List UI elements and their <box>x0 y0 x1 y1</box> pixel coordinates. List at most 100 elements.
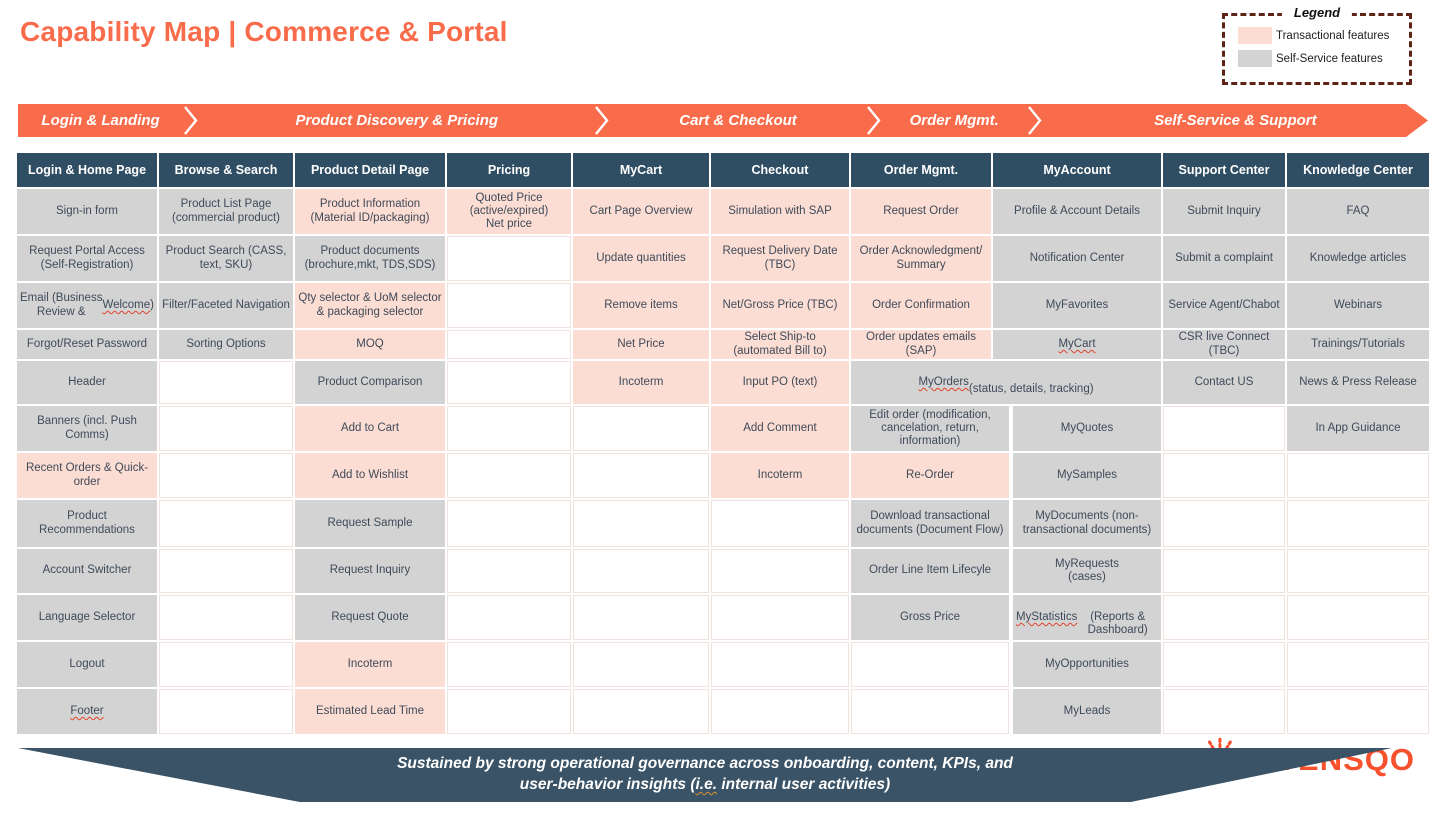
empty-cell <box>447 406 571 451</box>
chevron-separator-icon <box>594 104 610 137</box>
legend: Legend Transactional features Self-Servic… <box>1222 5 1412 85</box>
phase-order-mgmt: Order Mgmt. <box>909 112 999 129</box>
column-header-browse-search: Browse & Search <box>159 153 293 187</box>
empty-cell <box>1163 406 1285 451</box>
chevron-separator-icon <box>1027 104 1043 137</box>
column-header-knowledge-center: Knowledge Center <box>1287 153 1429 187</box>
legend-item-self-service-features: Self-Service features <box>1238 50 1409 67</box>
capability-cell: Request Inquiry <box>295 549 445 593</box>
footer-banner-text: Sustained by strong operational governan… <box>397 755 1013 793</box>
capability-cell: Footer <box>17 689 157 734</box>
capability-cell: Logout <box>17 642 157 687</box>
empty-cell <box>1287 549 1429 593</box>
capability-cell: Qty selector & UoM selector & packaging … <box>295 283 445 328</box>
empty-cell <box>447 361 571 404</box>
capability-cell: Contact US <box>1163 361 1285 404</box>
empty-cell <box>573 500 709 547</box>
empty-cell <box>573 453 709 498</box>
empty-cell <box>573 406 709 451</box>
empty-cell <box>573 642 709 687</box>
capability-cell: FAQ <box>1287 189 1429 234</box>
empty-cell <box>447 283 571 328</box>
empty-cell <box>447 453 571 498</box>
empty-cell <box>447 236 571 281</box>
capability-cell: CSR live Connect (TBC) <box>1163 330 1285 359</box>
capability-cell: Request Sample <box>295 500 445 547</box>
capability-cell: Input PO (text) <box>711 361 849 404</box>
capability-cell: Update quantities <box>573 236 709 281</box>
legend-swatch <box>1238 50 1272 67</box>
empty-cell <box>711 549 849 593</box>
capability-cell: Add to Cart <box>295 406 445 451</box>
capability-cell: Simulation with SAP <box>711 189 849 234</box>
empty-cell <box>447 642 571 687</box>
capability-cell: Net/Gross Price (TBC) <box>711 283 849 328</box>
legend-items: Transactional features Self-Service featu… <box>1225 16 1409 67</box>
empty-cell <box>1163 595 1285 640</box>
empty-cell <box>573 689 709 734</box>
capability-cell: Product Search (CASS, text, SKU) <box>159 236 293 281</box>
empty-cell <box>159 361 293 404</box>
empty-cell <box>851 642 1009 687</box>
empty-cell <box>447 689 571 734</box>
legend-swatch <box>1238 27 1272 44</box>
capability-cell: Select Ship-to (automated Bill to) <box>711 330 849 359</box>
capability-cell: Webinars <box>1287 283 1429 328</box>
empty-cell <box>573 595 709 640</box>
empty-cell <box>711 689 849 734</box>
phase-product-discovery-pricing: Product Discovery & Pricing <box>295 112 499 129</box>
capability-cell: Profile & Account Details <box>993 189 1161 234</box>
empty-cell <box>1287 453 1429 498</box>
capability-cell: Download transactional documents (Docume… <box>851 500 1009 547</box>
capability-cell: Account Switcher <box>17 549 157 593</box>
capability-cell: Cart Page Overview <box>573 189 709 234</box>
footer-banner: Sustained by strong operational governan… <box>18 748 1392 802</box>
empty-cell <box>1163 549 1285 593</box>
capability-cell: Product documents (brochure,mkt, TDS,SDS… <box>295 236 445 281</box>
empty-cell <box>1287 689 1429 734</box>
capability-cell: Knowledge articles <box>1287 236 1429 281</box>
capability-cell: Gross Price <box>851 595 1009 640</box>
capability-cell: MyDocuments (non-transactional documents… <box>1013 500 1161 547</box>
capability-cell: Submit Inquiry <box>1163 189 1285 234</box>
capability-cell: Product Comparison <box>295 361 445 404</box>
capability-cell: Request Order <box>851 189 991 234</box>
capability-cell: Service Agent/Chabot <box>1163 283 1285 328</box>
empty-cell <box>1163 500 1285 547</box>
capability-cell: News & Press Release <box>1287 361 1429 404</box>
legend-item-transactional-features: Transactional features <box>1238 27 1409 44</box>
empty-cell <box>573 549 709 593</box>
capability-cell: Estimated Lead Time <box>295 689 445 734</box>
capability-cell: MyFavorites <box>993 283 1161 328</box>
capability-cell: Product Recommendations <box>17 500 157 547</box>
legend-title: Legend <box>1281 5 1353 20</box>
phase-cart-checkout: Cart & Checkout <box>679 112 797 129</box>
empty-cell <box>1163 689 1285 734</box>
capability-cell: Incoterm <box>573 361 709 404</box>
capability-cell: Header <box>17 361 157 404</box>
empty-cell <box>159 595 293 640</box>
capability-cell: Add to Wishlist <box>295 453 445 498</box>
capability-cell: MyCart <box>993 330 1161 359</box>
empty-cell <box>447 549 571 593</box>
capability-cell: Incoterm <box>295 642 445 687</box>
phase-login-landing: Login & Landing <box>41 112 160 129</box>
empty-cell <box>447 595 571 640</box>
capability-cell: Forgot/Reset Password <box>17 330 157 359</box>
capability-cell: Order Line Item Lifecyle <box>851 549 1009 593</box>
capability-cell: Order Confirmation <box>851 283 991 328</box>
column-header-pricing: Pricing <box>447 153 571 187</box>
capability-cell: In App Guidance <box>1287 406 1429 451</box>
capability-cell: Request Quote <box>295 595 445 640</box>
capability-cell: MyOpportunities <box>1013 642 1161 687</box>
empty-cell <box>159 453 293 498</box>
capability-cell: Quoted Price (active/expired) Net price <box>447 189 571 234</box>
chevron-separator-icon <box>183 104 199 137</box>
empty-cell <box>447 500 571 547</box>
empty-cell <box>1287 595 1429 640</box>
phase-self-service-support: Self-Service & Support <box>1154 112 1317 129</box>
capability-cell: MyQuotes <box>1013 406 1161 451</box>
empty-cell <box>159 406 293 451</box>
capability-cell: Recent Orders & Quick-order <box>17 453 157 498</box>
capability-cell: Banners (incl. Push Comms) <box>17 406 157 451</box>
